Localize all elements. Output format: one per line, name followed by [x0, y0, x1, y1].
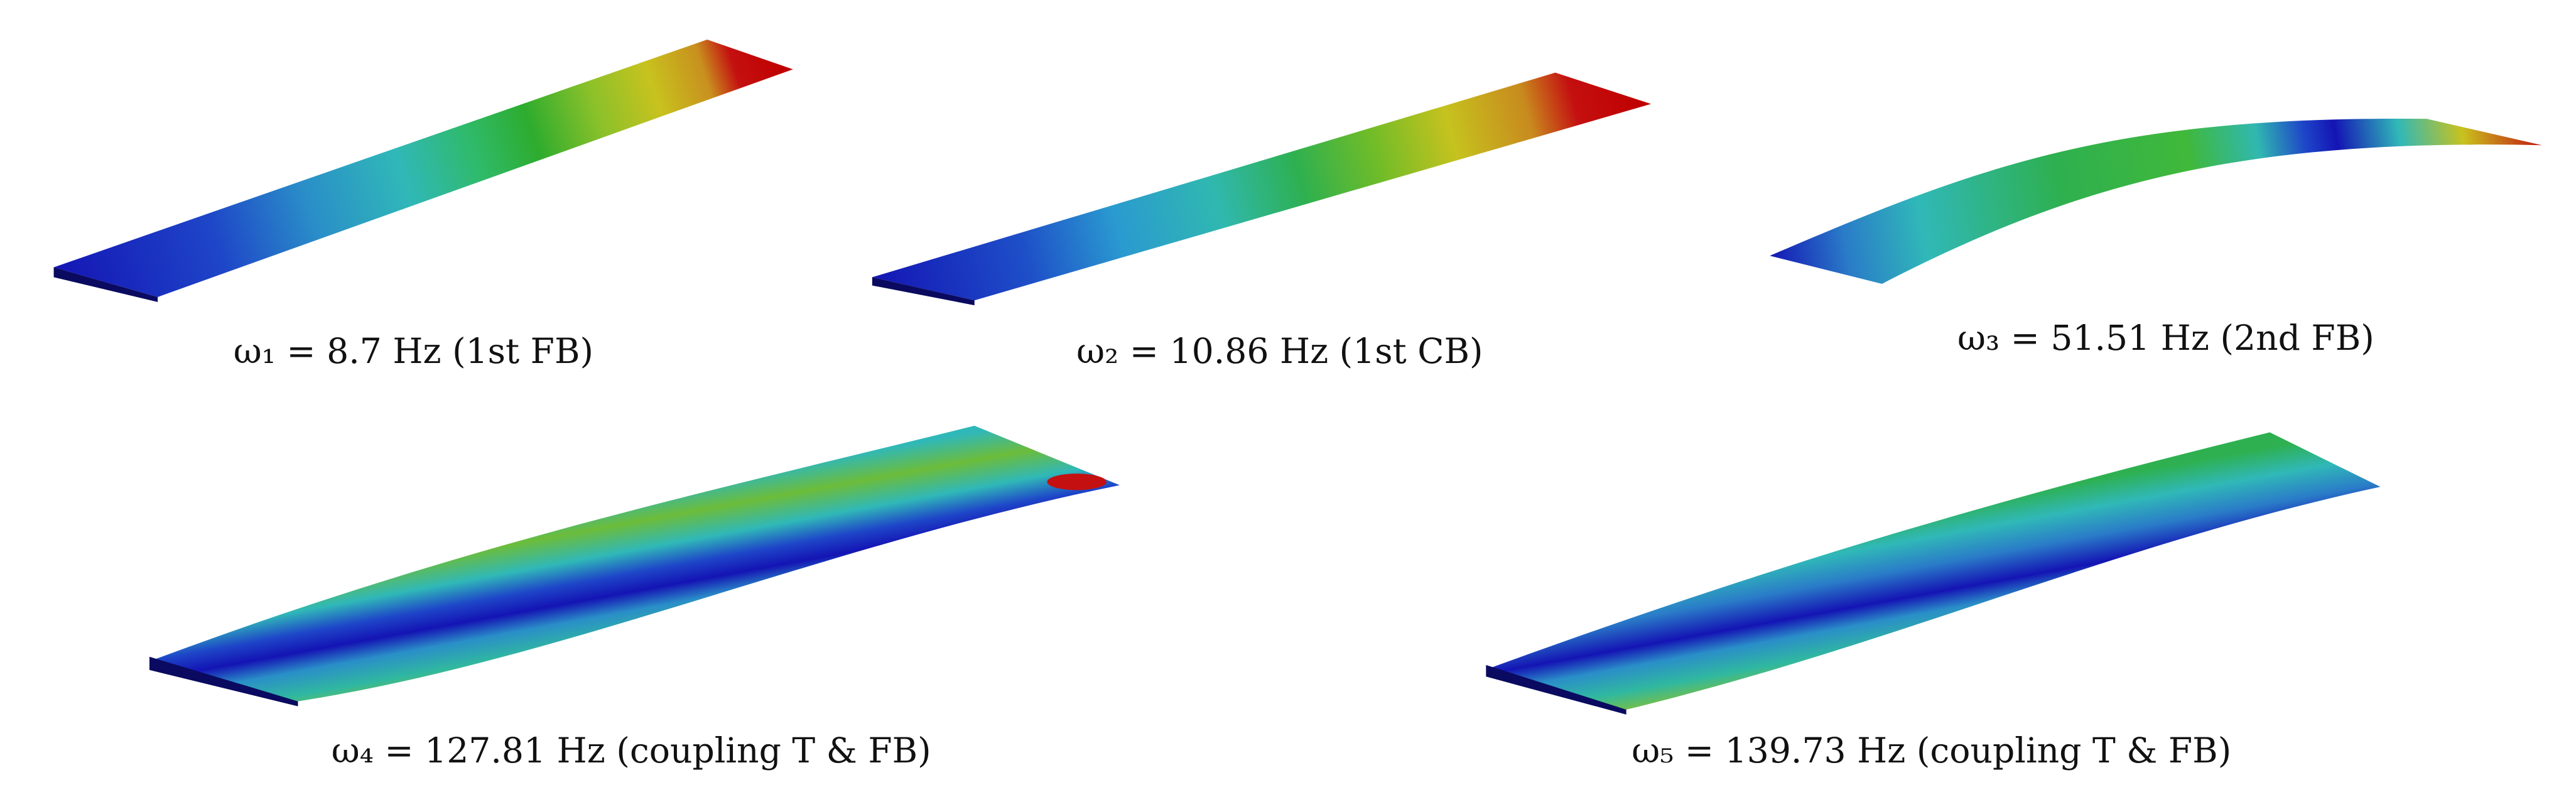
mode-shape-1	[53, 40, 793, 302]
hot-spot	[1047, 474, 1107, 490]
mode-caption: ω₅ = 139.73 Hz (coupling T & FB)	[1632, 731, 2231, 771]
blade-edge	[149, 656, 298, 707]
mode-caption: ω₄ = 127.81 Hz (coupling T & FB)	[332, 731, 931, 771]
blade	[153, 425, 1120, 702]
blade	[872, 72, 1652, 301]
blade	[1489, 432, 2381, 710]
mode-shape-3	[1770, 118, 2542, 284]
blade-edge	[53, 267, 158, 302]
mode-shape-4	[149, 425, 1120, 707]
mode-shape-5	[1486, 432, 2381, 715]
mode-shape-2	[872, 72, 1652, 306]
mode-caption: ω₁ = 8.7 Hz (1st FB)	[234, 332, 593, 372]
mode-caption: ω₂ = 10.86 Hz (1st CB)	[1076, 332, 1483, 372]
blade-edge	[872, 277, 975, 306]
blade-edge	[1486, 664, 1626, 715]
blade	[1770, 118, 2542, 284]
blade	[53, 40, 793, 297]
mode-caption: ω₃ = 51.51 Hz (2nd FB)	[1957, 318, 2374, 359]
